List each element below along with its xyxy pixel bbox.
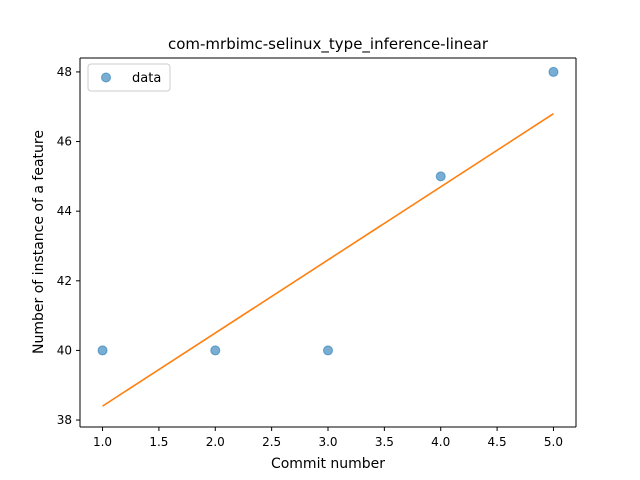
- data-point: [323, 345, 333, 356]
- y-tick-label: 38: [57, 413, 72, 427]
- fit-line: [102, 113, 554, 407]
- plot-background: [80, 58, 576, 427]
- x-tick-label: 3.0: [318, 435, 337, 449]
- data-point: [435, 171, 446, 182]
- x-tick-label: 4.0: [431, 435, 450, 449]
- legend-marker-data: [101, 72, 111, 83]
- x-tick-label: 2.5: [262, 435, 281, 449]
- data-point: [548, 66, 559, 77]
- legend-label-data: data: [132, 71, 161, 86]
- y-tick-label: 46: [57, 135, 72, 149]
- legend: data: [87, 63, 171, 92]
- plot-area: 1.0 1.5 2.0 2.5 3.0 3.5 4.0 4.5 5.0 38 40 42 44 46 48: [57, 57, 577, 449]
- x-tick-label: 4.5: [488, 435, 507, 449]
- legend-box: [87, 63, 171, 92]
- points-layer: [97, 66, 559, 356]
- x-tick-label: 5.0: [544, 435, 563, 449]
- chart-title: com-mrbimc-selinux_type_inference-linear: [168, 35, 489, 54]
- x-tick-label: 2.0: [206, 435, 225, 449]
- y-tick-label: 48: [57, 65, 72, 79]
- y-tick-label: 40: [57, 343, 72, 357]
- y-tick-label: 44: [57, 204, 72, 218]
- y-axis-label: Number of instance of a feature: [31, 130, 47, 354]
- x-tick-label: 1.5: [149, 435, 168, 449]
- line-layer: [102, 113, 554, 407]
- data-point: [210, 345, 221, 356]
- x-axis-label: Commit number: [271, 456, 385, 472]
- y-tick-label: 42: [57, 274, 72, 288]
- x-tick-label: 1.0: [93, 435, 112, 449]
- x-tick-label: 3.5: [375, 435, 394, 449]
- ticks-layer: 1.0 1.5 2.0 2.5 3.0 3.5 4.0 4.5 5.0 38 40 42 44 46 48: [57, 65, 563, 449]
- data-point: [97, 345, 108, 356]
